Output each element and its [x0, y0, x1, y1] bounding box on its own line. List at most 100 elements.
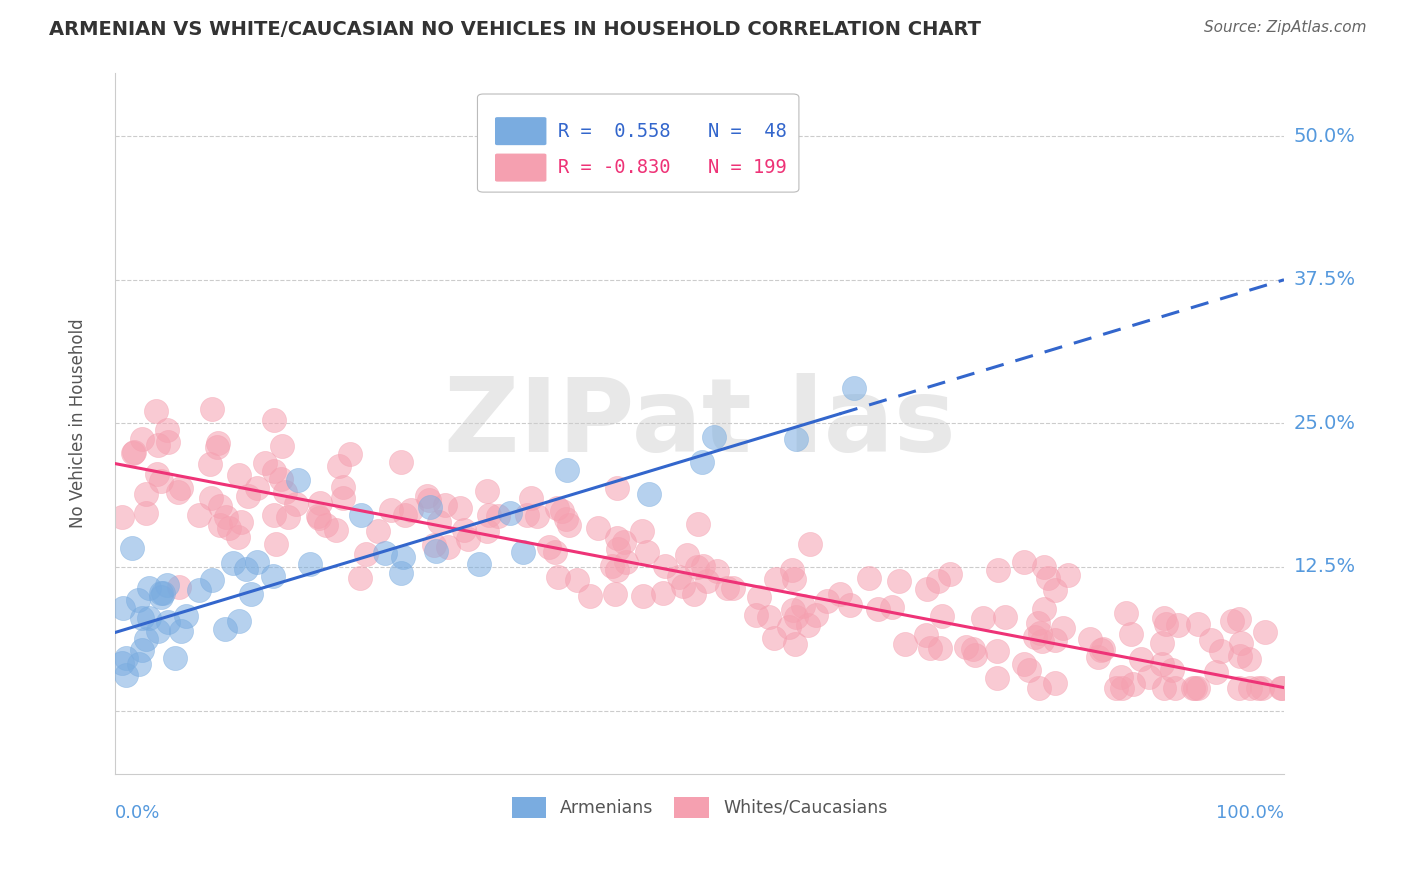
Point [1184, 681, 1206, 695]
Point [332, 491, 354, 505]
Point [1164, 681, 1187, 695]
Point [920, 640, 942, 655]
Point [1220, 615, 1243, 629]
Point [209, 500, 232, 514]
Point [721, 581, 744, 595]
Point [149, 586, 172, 600]
Point [1122, 677, 1144, 691]
Point [1181, 681, 1204, 695]
Point [828, 587, 851, 601]
Point [1230, 636, 1253, 650]
Point [122, 445, 145, 459]
Point [692, 558, 714, 573]
Point [804, 608, 827, 623]
Point [782, 573, 804, 587]
Point [131, 611, 153, 625]
Point [152, 585, 174, 599]
Point [675, 548, 697, 562]
Point [703, 430, 725, 444]
Point [315, 518, 337, 533]
Point [1271, 681, 1294, 695]
Point [246, 482, 269, 496]
Point [550, 504, 572, 518]
Point [741, 141, 763, 155]
Point [1227, 681, 1250, 695]
Point [146, 467, 169, 481]
Point [121, 541, 143, 555]
Point [170, 481, 193, 495]
Point [1091, 641, 1114, 656]
Point [207, 436, 229, 450]
Point [309, 495, 332, 509]
Point [512, 545, 534, 559]
Point [434, 499, 457, 513]
Point [758, 610, 780, 624]
Point [1209, 644, 1232, 658]
Point [429, 515, 451, 529]
FancyBboxPatch shape [495, 153, 547, 182]
Point [526, 509, 548, 524]
Point [785, 432, 807, 446]
Point [228, 614, 250, 628]
FancyBboxPatch shape [495, 117, 547, 145]
Point [418, 493, 440, 508]
Point [214, 622, 236, 636]
Point [799, 537, 821, 551]
Point [685, 559, 707, 574]
Point [1032, 560, 1054, 574]
Point [367, 524, 389, 538]
Point [963, 648, 986, 662]
Point [606, 541, 628, 556]
Point [419, 500, 441, 515]
Point [263, 508, 285, 522]
Point [263, 464, 285, 478]
Text: No Vehicles in Household: No Vehicles in Household [69, 318, 87, 528]
Point [253, 456, 276, 470]
Point [201, 401, 224, 416]
Point [157, 435, 180, 450]
Text: 37.5%: 37.5% [1294, 270, 1355, 289]
Point [842, 381, 865, 395]
Point [1150, 636, 1173, 650]
Point [339, 447, 361, 461]
Point [1028, 681, 1050, 695]
Point [350, 508, 373, 523]
Point [205, 441, 228, 455]
Point [236, 489, 259, 503]
Point [955, 640, 977, 654]
Point [654, 559, 676, 574]
Point [1137, 670, 1160, 684]
Legend: Armenians, Whites/Caucasians: Armenians, Whites/Caucasians [505, 789, 894, 825]
Point [928, 641, 950, 656]
Point [187, 583, 209, 598]
Point [690, 454, 713, 468]
Point [235, 562, 257, 576]
Point [652, 586, 675, 600]
Point [475, 483, 498, 498]
Point [416, 489, 439, 503]
Point [128, 657, 150, 671]
Point [688, 517, 710, 532]
Point [939, 566, 962, 581]
Text: ZIPat las: ZIPat las [444, 373, 956, 474]
Point [927, 574, 949, 588]
Point [229, 515, 252, 529]
Point [1247, 681, 1270, 695]
Point [287, 474, 309, 488]
Point [762, 632, 785, 646]
Point [602, 558, 624, 573]
Point [606, 481, 628, 495]
Text: N = 199: N = 199 [707, 158, 786, 178]
Point [457, 532, 479, 546]
Point [135, 506, 157, 520]
Point [239, 587, 262, 601]
Point [638, 487, 661, 501]
Point [1104, 681, 1126, 695]
Point [1057, 568, 1080, 582]
Point [544, 545, 567, 559]
Point [188, 508, 211, 522]
Point [838, 598, 860, 612]
Point [1167, 617, 1189, 632]
Point [682, 587, 704, 601]
Point [696, 574, 718, 588]
